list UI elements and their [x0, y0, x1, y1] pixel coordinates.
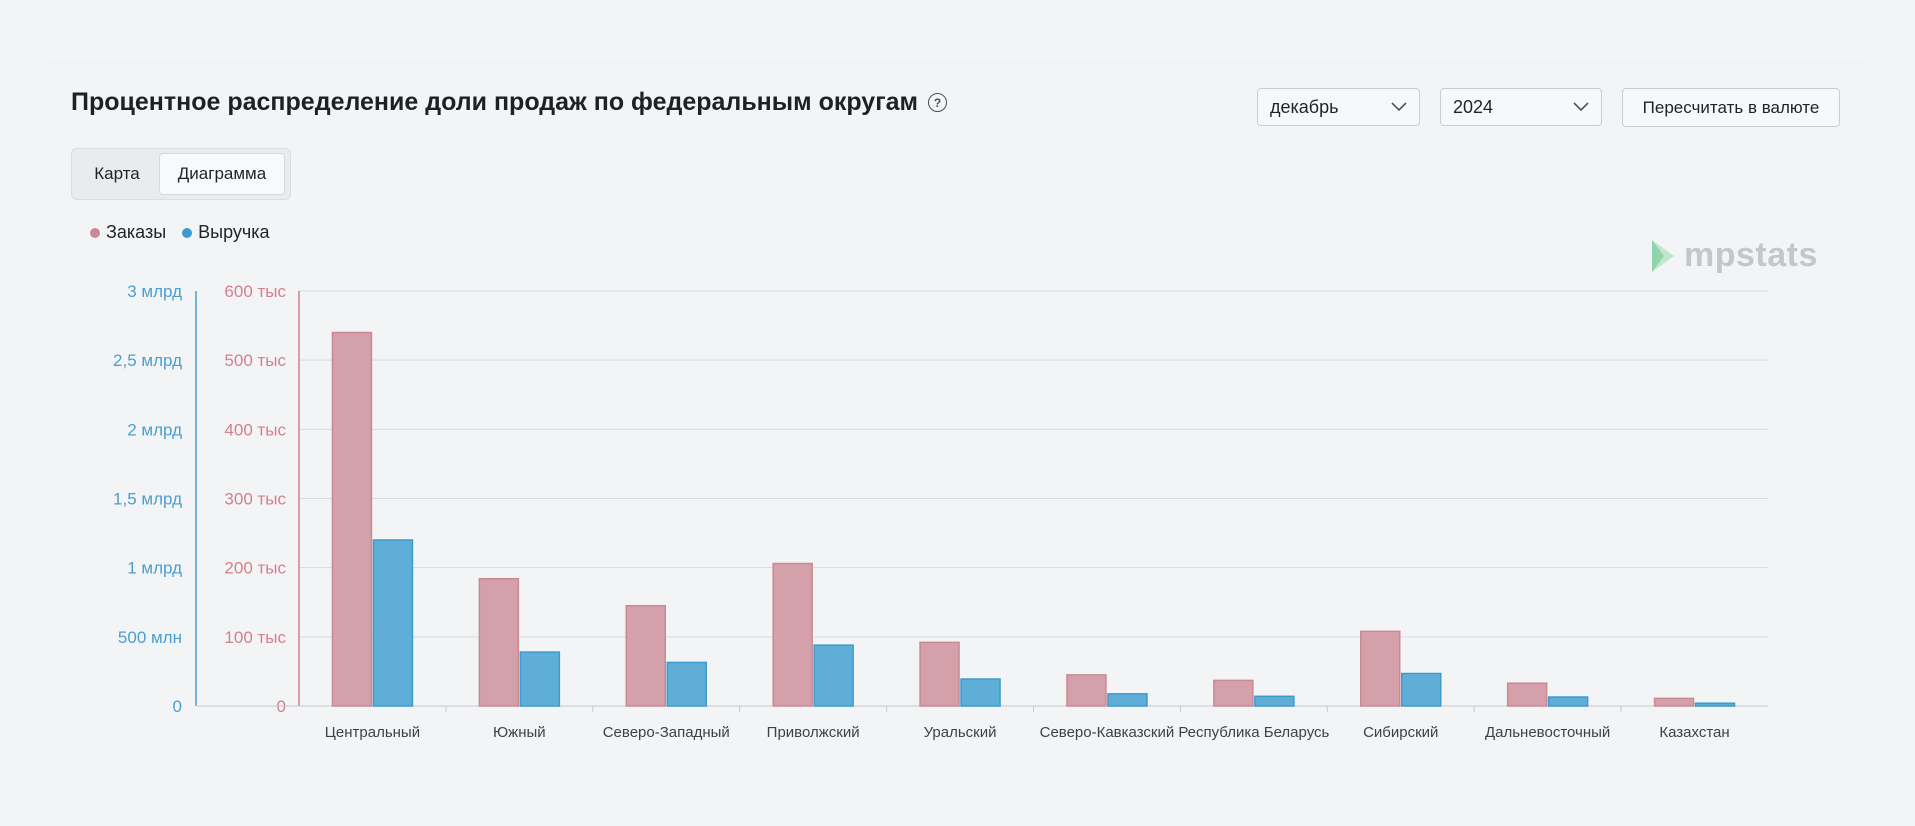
legend-item-revenue[interactable]: Выручка	[182, 222, 270, 243]
tab-diagram[interactable]: Диаграмма	[159, 153, 285, 195]
logo-play-icon	[1652, 239, 1674, 272]
orders-axis-tick-label: 600 тыс	[224, 282, 286, 301]
chevron-down-icon	[1391, 102, 1407, 112]
bar-revenue	[1254, 695, 1295, 707]
bar-orders	[1066, 674, 1107, 707]
revenue-axis-tick-label: 1,5 млрд	[113, 490, 182, 509]
x-axis-tick-label: Дальневосточный	[1485, 724, 1610, 741]
chart-legend: Заказы Выручка	[90, 222, 270, 243]
bar-orders	[1653, 697, 1695, 707]
x-axis-tick-label: Казахстан	[1659, 724, 1729, 741]
top-divider	[48, 62, 1867, 63]
year-select-value: 2024	[1453, 96, 1494, 117]
orders-axis-tick-label: 100 тыс	[224, 628, 286, 647]
revenue-axis-tick-label: 3 млрд	[127, 282, 182, 301]
x-axis-tick-label: Южный	[493, 724, 546, 741]
month-select[interactable]: декабрь	[1257, 88, 1420, 126]
orders-axis-tick-label: 300 тыс	[224, 490, 286, 509]
bar-revenue	[1694, 702, 1736, 707]
bar-orders	[772, 562, 813, 707]
x-axis-tick-label: Приволжский	[767, 724, 860, 741]
x-axis-tick-label: Центральный	[325, 724, 420, 741]
tab-map[interactable]: Карта	[94, 164, 140, 183]
recalc-currency-button[interactable]: Пересчитать в валюте	[1622, 88, 1840, 127]
revenue-axis-tick-label: 2,5 млрд	[113, 351, 182, 370]
revenue-axis-tick-label: 0	[173, 697, 182, 716]
x-axis-tick-label: Северо-Западный	[603, 724, 730, 741]
revenue-axis-tick-label: 2 млрд	[127, 420, 182, 439]
bar-revenue	[666, 661, 707, 707]
page-title: Процентное распределение доли продаж по …	[71, 88, 948, 117]
bar-orders	[1213, 679, 1254, 707]
orders-axis-tick-label: 400 тыс	[224, 420, 286, 439]
x-axis-tick-label: Северо-Кавказский	[1040, 724, 1175, 741]
orders-axis-tick-label: 200 тыс	[224, 559, 286, 578]
legend-label-orders: Заказы	[106, 222, 167, 242]
revenue-axis-tick-label: 1 млрд	[127, 559, 182, 578]
bar-orders	[625, 604, 666, 707]
bar-revenue	[1401, 672, 1442, 707]
legend-item-orders[interactable]: Заказы	[90, 222, 166, 243]
orders-axis-tick-label: 500 тыс	[224, 351, 286, 370]
bar-orders	[478, 577, 520, 707]
question-circle-icon[interactable]: ?	[928, 93, 948, 112]
chevron-down-icon	[1573, 102, 1589, 112]
logo-text: mpstats	[1684, 236, 1818, 274]
bar-revenue	[519, 651, 561, 707]
bar-orders	[1360, 630, 1401, 707]
x-axis-tick-label: Республика Беларусь	[1178, 724, 1329, 741]
bar-orders	[1506, 682, 1548, 707]
x-axis-tick-label: Уральский	[924, 724, 997, 741]
page-title-text: Процентное распределение доли продаж по …	[71, 88, 919, 116]
bar-revenue	[1107, 693, 1148, 707]
month-select-value: декабрь	[1270, 96, 1339, 117]
legend-label-revenue: Выручка	[198, 222, 270, 242]
bar-revenue	[1547, 696, 1589, 707]
revenue-axis-tick-label: 500 млн	[118, 628, 182, 647]
mpstats-logo: mpstats	[1650, 236, 1818, 275]
bar-orders	[331, 331, 373, 707]
legend-dot-revenue	[182, 227, 193, 238]
bar-revenue	[813, 644, 854, 707]
bar-revenue	[960, 678, 1001, 707]
year-select[interactable]: 2024	[1440, 88, 1602, 126]
view-tabs: Карта Диаграмма	[71, 148, 291, 200]
legend-dot-orders	[90, 227, 100, 238]
x-axis-tick-label: Сибирский	[1363, 724, 1438, 741]
bar-orders	[919, 641, 960, 707]
bar-revenue	[372, 539, 414, 707]
